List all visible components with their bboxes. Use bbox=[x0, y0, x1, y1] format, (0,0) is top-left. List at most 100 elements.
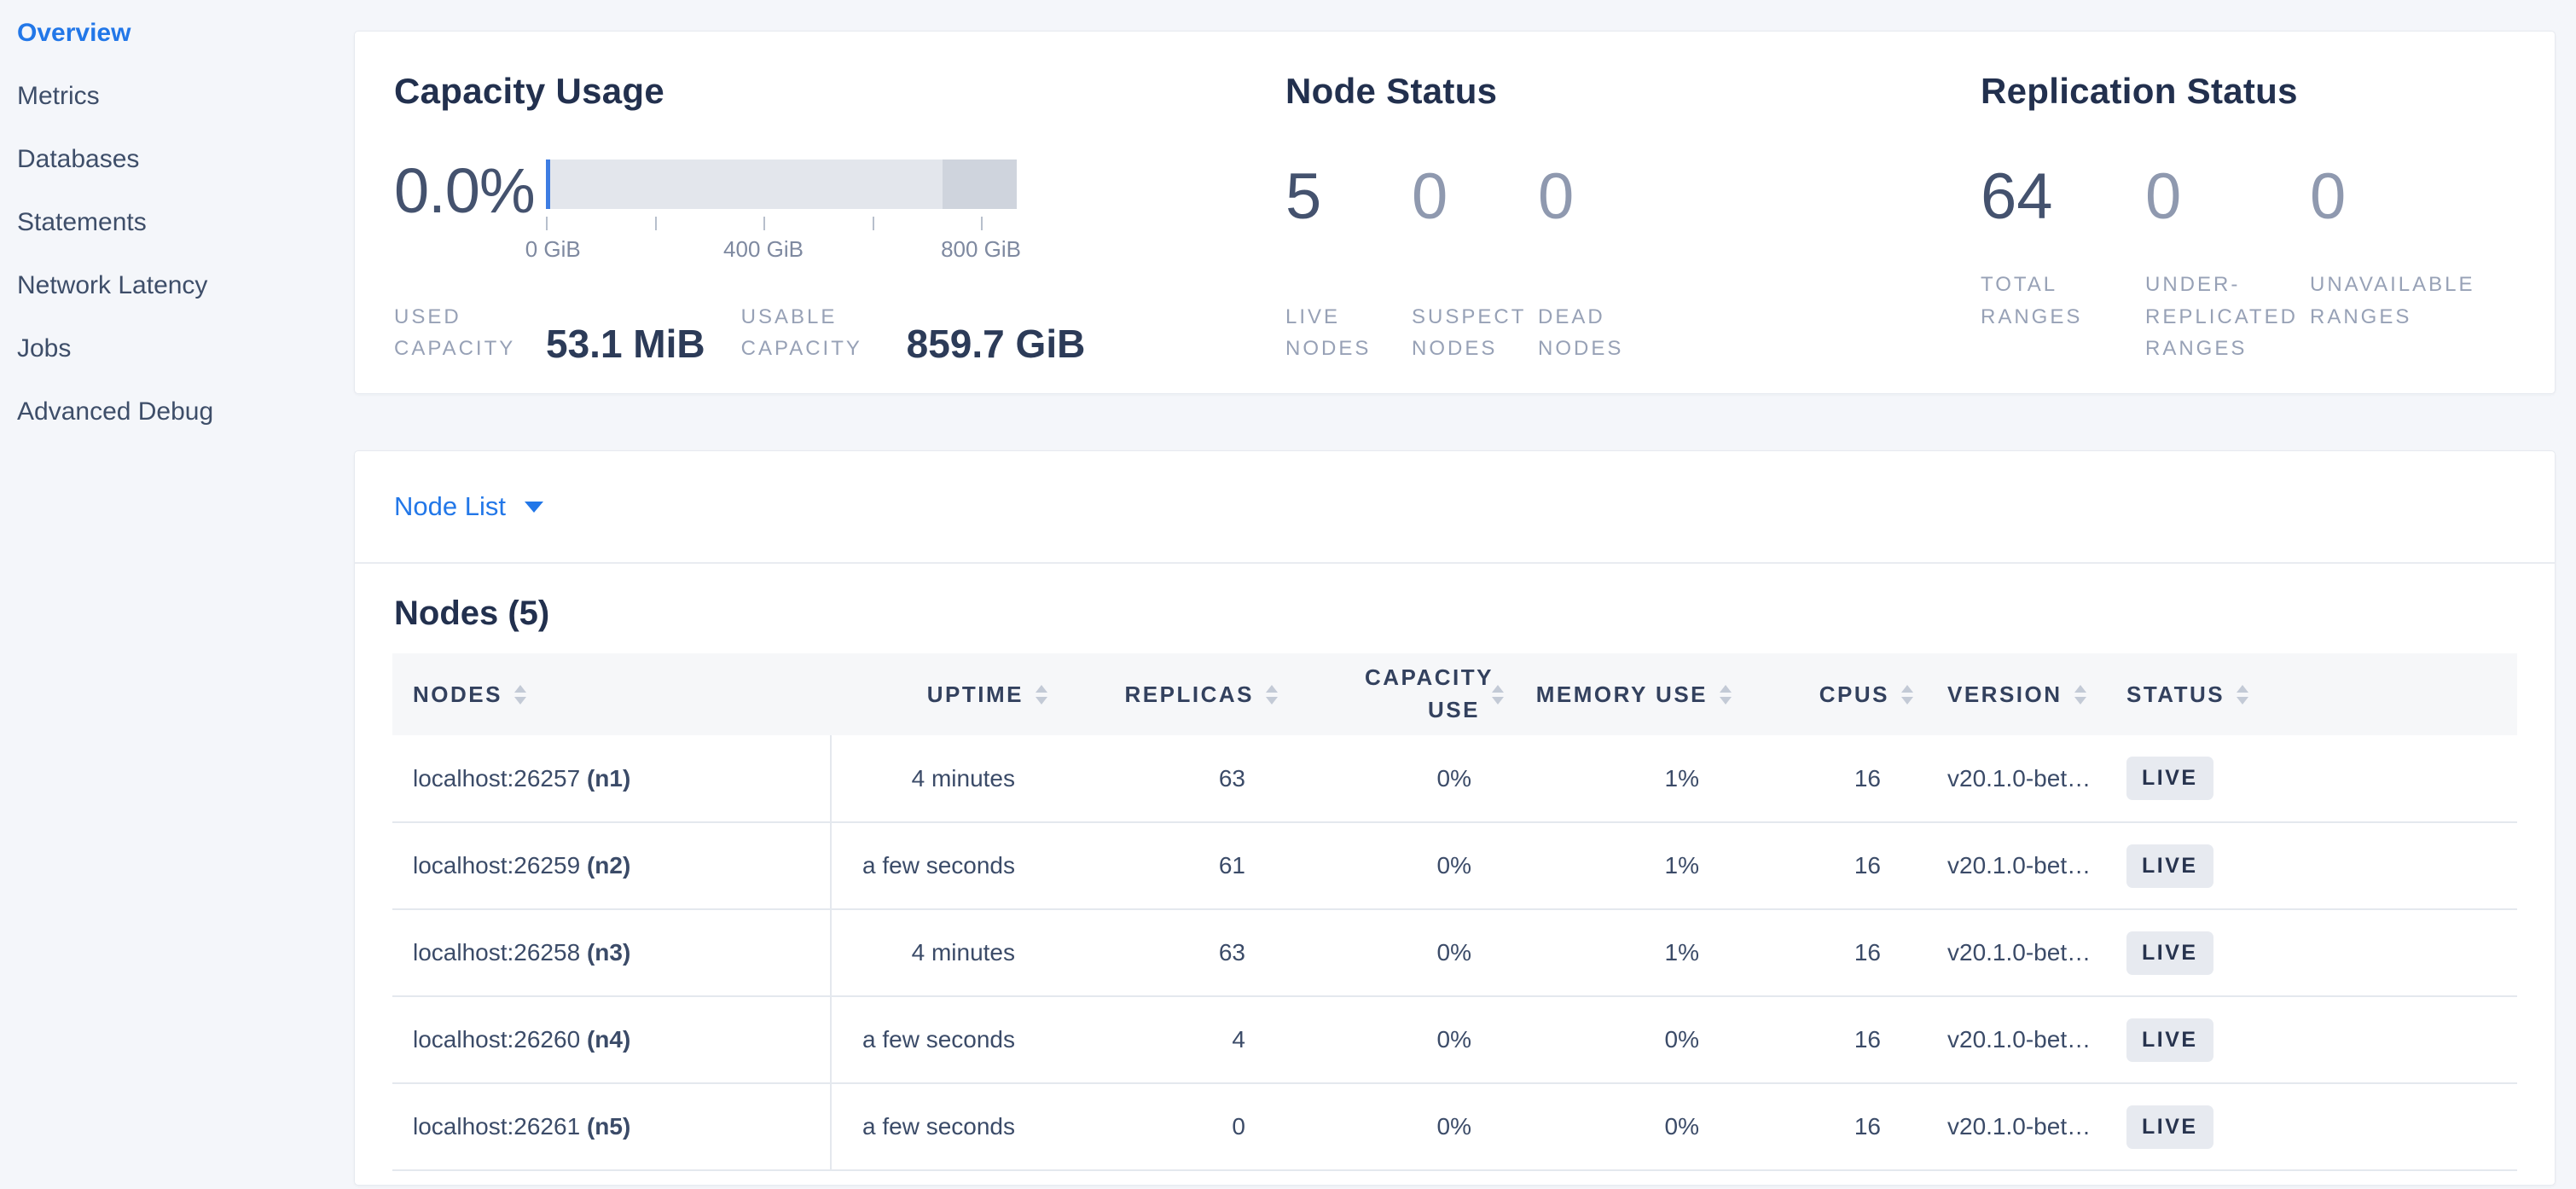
capacity-use-cell: 0% bbox=[1290, 1083, 1516, 1171]
node-id: (n5) bbox=[586, 1113, 631, 1140]
capacity-gauge: 0 GiB 400 GiB 800 GiB bbox=[525, 160, 1021, 262]
unavailable-ranges-label: UNAVAILABLE RANGES bbox=[2310, 273, 2475, 328]
replicas-cell: 63 bbox=[1059, 909, 1290, 997]
status-cell: LIVE bbox=[2104, 1083, 2517, 1171]
column-header-cpus[interactable]: CPUS bbox=[1743, 653, 1925, 735]
node-address-cell: localhost:26257 (n1) bbox=[392, 735, 832, 823]
sort-icon bbox=[513, 684, 526, 705]
cpus-cell: 16 bbox=[1743, 909, 1925, 997]
column-label: MEMORY USE bbox=[1535, 681, 1708, 707]
capacity-gauge-overflow-segment bbox=[942, 160, 1017, 210]
column-header-memory-use[interactable]: MEMORY USE bbox=[1516, 653, 1743, 735]
node-address-cell: localhost:26260 (n4) bbox=[392, 996, 832, 1084]
axis-tick bbox=[546, 217, 548, 231]
node-address: localhost:26261 bbox=[413, 1113, 581, 1140]
suspect-nodes-label: SUSPECT NODES bbox=[1412, 304, 1526, 360]
status-badge: LIVE bbox=[2126, 844, 2213, 888]
nodes-count-heading: Nodes (5) bbox=[394, 594, 550, 632]
column-label: REPLICAS bbox=[1124, 681, 1254, 707]
node-table-row[interactable]: localhost:26259 (n2) a few seconds 61 0%… bbox=[392, 822, 2517, 910]
cluster-summary-card: Capacity Usage 0.0% bbox=[354, 31, 2556, 394]
column-header-uptime[interactable]: UPTIME bbox=[831, 653, 1059, 735]
node-table-row[interactable]: localhost:26257 (n1) 4 minutes 63 0% 1% … bbox=[392, 735, 2517, 823]
live-nodes-label: LIVE NODES bbox=[1285, 304, 1372, 360]
sidebar-item-advanced-debug[interactable]: Advanced Debug bbox=[17, 397, 214, 426]
column-header-version[interactable]: VERSION bbox=[1925, 653, 2104, 735]
node-status-title: Node Status bbox=[1285, 71, 1498, 111]
sort-icon bbox=[1901, 684, 1913, 705]
dead-nodes-value: 0 bbox=[1538, 160, 1575, 234]
total-ranges-value: 64 bbox=[1981, 160, 2053, 234]
replicas-cell: 4 bbox=[1059, 996, 1290, 1084]
usable-capacity-label: USABLE CAPACITY bbox=[740, 304, 862, 360]
sort-icon bbox=[1266, 684, 1278, 705]
column-header-capacity-use[interactable]: CAPACITY USE bbox=[1290, 653, 1516, 735]
main-content: Capacity Usage 0.0% bbox=[354, 31, 2556, 1186]
sidebar-item-network-latency[interactable]: Network Latency bbox=[17, 271, 208, 299]
node-id: (n3) bbox=[586, 939, 631, 966]
node-status-values: 5 0 0 bbox=[1285, 163, 1981, 231]
column-header-replicas[interactable]: REPLICAS bbox=[1059, 653, 1290, 735]
node-table-row[interactable]: localhost:26260 (n4) a few seconds 4 0% … bbox=[392, 996, 2517, 1084]
node-address: localhost:26259 bbox=[413, 852, 581, 879]
cpus-cell: 16 bbox=[1743, 735, 1925, 823]
memory-use-cell: 0% bbox=[1516, 1083, 1743, 1171]
node-status-section: Node Status 5 0 0 LIVE NODES SUSPECT NOD… bbox=[1285, 71, 1981, 364]
sidebar-item-databases[interactable]: Databases bbox=[17, 145, 140, 173]
node-address-cell: localhost:26261 (n5) bbox=[392, 1083, 832, 1171]
node-list-card: Node List Nodes (5) NODES bbox=[354, 450, 2556, 1186]
node-table-row[interactable]: localhost:26261 (n5) a few seconds 0 0% … bbox=[392, 1083, 2517, 1171]
under-replicated-ranges-value: 0 bbox=[2145, 160, 2182, 234]
uptime-cell: a few seconds bbox=[831, 996, 1059, 1084]
version-cell: v20.1.0-bet… bbox=[1925, 822, 2104, 910]
sort-icon bbox=[1492, 684, 1504, 705]
status-badge: LIVE bbox=[2126, 1018, 2213, 1062]
replication-values: 64 0 0 bbox=[1981, 163, 2515, 231]
column-header-status[interactable]: STATUS bbox=[2104, 653, 2517, 735]
sidebar-item-overview[interactable]: Overview bbox=[17, 19, 131, 47]
sidebar: Overview Metrics Databases Statements Ne… bbox=[0, 0, 350, 1189]
status-cell: LIVE bbox=[2104, 822, 2517, 910]
suspect-nodes-value: 0 bbox=[1412, 160, 1448, 234]
status-badge: LIVE bbox=[2126, 757, 2213, 800]
column-header-nodes[interactable]: NODES bbox=[392, 653, 831, 735]
node-list-dropdown[interactable]: Node List bbox=[394, 491, 543, 522]
capacity-gauge-used-marker bbox=[546, 160, 550, 210]
capacity-use-cell: 0% bbox=[1290, 996, 1516, 1084]
status-badge: LIVE bbox=[2126, 931, 2213, 975]
node-status-labels: LIVE NODES SUSPECT NODES DEAD NODES bbox=[1285, 301, 1981, 364]
capacity-use-cell: 0% bbox=[1290, 822, 1516, 910]
node-table-row[interactable]: localhost:26258 (n3) 4 minutes 63 0% 1% … bbox=[392, 909, 2517, 997]
memory-use-cell: 1% bbox=[1516, 822, 1743, 910]
node-table-container: Nodes (5) NODES UPTIME bbox=[355, 594, 2555, 1171]
nodes-table: NODES UPTIME REPLICAS CAPACITY USE bbox=[392, 653, 2517, 1171]
uptime-cell: a few seconds bbox=[831, 1083, 1059, 1171]
capacity-use-cell: 0% bbox=[1290, 735, 1516, 823]
node-list-dropdown-label: Node List bbox=[394, 491, 506, 521]
node-id: (n1) bbox=[586, 764, 631, 792]
capacity-usage-title: Capacity Usage bbox=[394, 71, 665, 111]
column-label: CAPACITY USE bbox=[1365, 664, 1494, 722]
axis-label: 800 GiB bbox=[941, 236, 1022, 263]
axis-tick bbox=[763, 217, 766, 231]
used-capacity-value: 53.1 MiB bbox=[546, 322, 705, 367]
node-address: localhost:26258 bbox=[413, 939, 581, 966]
sidebar-item-metrics[interactable]: Metrics bbox=[17, 82, 100, 110]
sort-icon bbox=[2074, 684, 2086, 705]
replicas-cell: 0 bbox=[1059, 1083, 1290, 1171]
used-capacity-label: USED CAPACITY bbox=[394, 304, 516, 360]
capacity-gauge-row: 0.0% bbox=[394, 160, 1285, 263]
axis-tick bbox=[872, 217, 874, 231]
capacity-usage-section: Capacity Usage 0.0% bbox=[394, 71, 1285, 364]
sidebar-item-jobs[interactable]: Jobs bbox=[17, 334, 72, 362]
cpus-cell: 16 bbox=[1743, 822, 1925, 910]
column-label: STATUS bbox=[2126, 681, 2225, 707]
sort-icon bbox=[1036, 684, 1047, 705]
sidebar-item-statements[interactable]: Statements bbox=[17, 208, 147, 236]
replicas-cell: 63 bbox=[1059, 735, 1290, 823]
capacity-gauge-axis-labels: 0 GiB 400 GiB 800 GiB bbox=[525, 236, 1021, 262]
node-address: localhost:26260 bbox=[413, 1026, 581, 1053]
status-cell: LIVE bbox=[2104, 735, 2517, 823]
capacity-summary-row: USED CAPACITY 53.1 MiB USABLE CAPACITY 8… bbox=[394, 301, 1285, 364]
